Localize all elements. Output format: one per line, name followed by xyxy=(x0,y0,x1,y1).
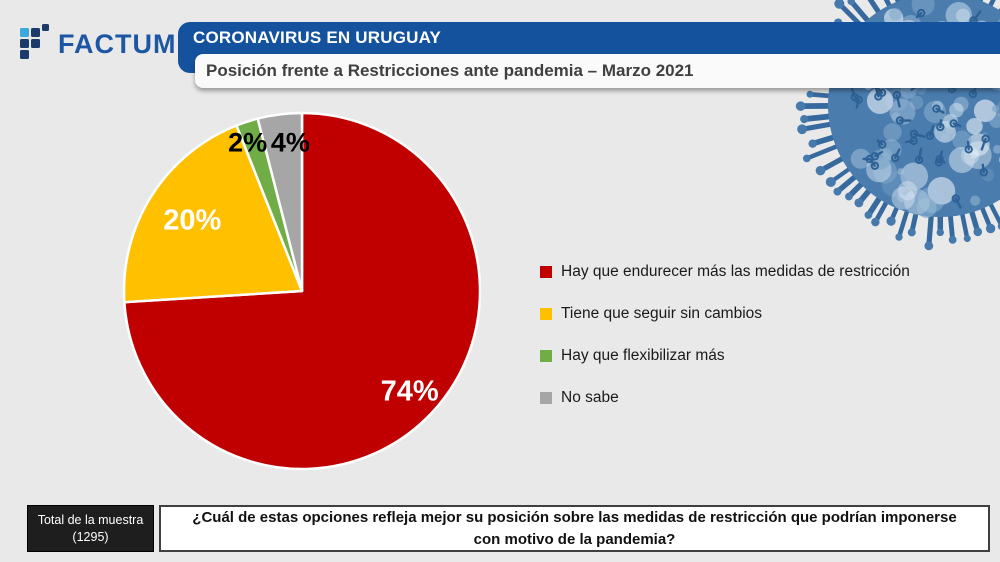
sample-size-box: Total de la muestra (1295) xyxy=(27,505,154,552)
legend-label: Tiene que seguir sin cambios xyxy=(561,305,763,322)
logo-square xyxy=(20,39,29,48)
logo-square xyxy=(31,28,40,37)
chart-legend: Hay que endurecer más las medidas de res… xyxy=(540,260,910,428)
legend-label: No sabe xyxy=(561,389,619,406)
legend-swatch-icon xyxy=(540,308,552,320)
legend-item: Tiene que seguir sin cambios xyxy=(540,302,910,326)
legend-item: No sabe xyxy=(540,386,910,410)
survey-question-box: ¿Cuál de estas opciones refleja mejor su… xyxy=(159,505,990,552)
pie-value-label-2: 2% xyxy=(228,127,268,158)
legend-swatch-icon xyxy=(540,266,552,278)
legend-label: Hay que flexibilizar más xyxy=(561,347,725,364)
legend-item: Hay que endurecer más las medidas de res… xyxy=(540,260,910,284)
logo-square xyxy=(20,28,29,37)
legend-label: Hay que endurecer más las medidas de res… xyxy=(561,263,910,280)
sample-size-value: (1295) xyxy=(72,529,109,544)
logo-square xyxy=(42,24,49,31)
pie-value-label-0: 74% xyxy=(380,375,439,408)
brand-wordmark: FACTUM xyxy=(58,29,177,59)
legend-item: Hay que flexibilizar más xyxy=(540,344,910,368)
pie-chart-svg xyxy=(122,111,482,471)
logo-square xyxy=(31,39,40,48)
pie-slice-3 xyxy=(256,111,304,293)
sample-size-label: Total de la muestra xyxy=(37,512,144,527)
survey-question-text: ¿Cuál de estas opciones refleja mejor su… xyxy=(192,508,957,548)
subtitle-banner: Posición frente a Restricciones ante pan… xyxy=(195,54,1000,88)
page-title: CORONAVIRUS EN URUGUAY xyxy=(193,28,442,47)
brand-logo: FACTUM xyxy=(20,22,190,68)
logo-square xyxy=(20,50,29,59)
pie-value-label-3: 4% xyxy=(270,127,310,158)
legend-swatch-icon xyxy=(540,392,552,404)
pie-chart: 74% 20% 2% 4% xyxy=(120,109,484,473)
factum-logo-icon xyxy=(20,24,52,62)
pie-value-label-1: 20% xyxy=(163,204,222,237)
legend-swatch-icon xyxy=(540,350,552,362)
chart-subtitle: Posición frente a Restricciones ante pan… xyxy=(206,61,694,80)
pie-slice-1 xyxy=(122,124,304,304)
